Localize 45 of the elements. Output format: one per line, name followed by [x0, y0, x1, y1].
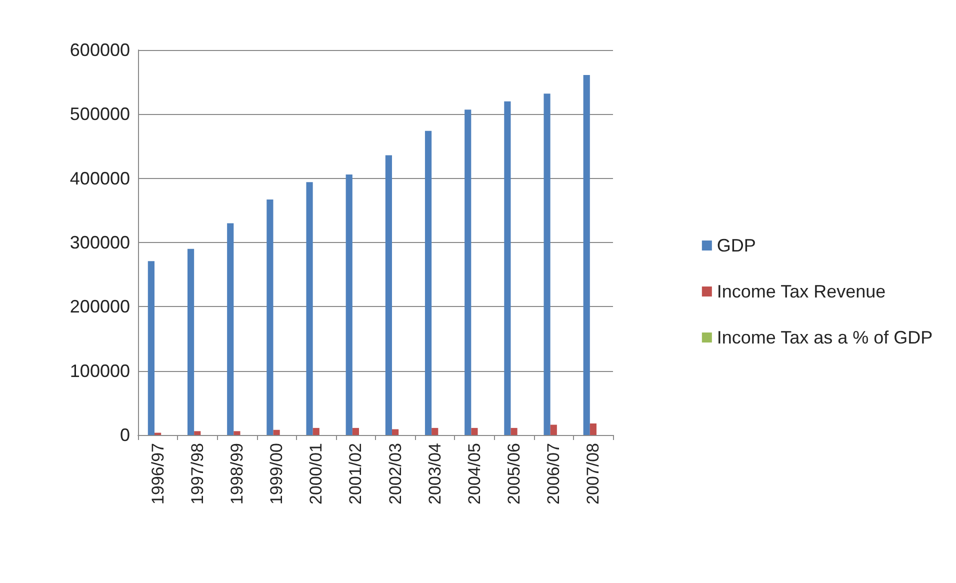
x-tick-label: 2001/02 — [346, 443, 366, 504]
bar — [234, 431, 240, 435]
bar — [306, 182, 313, 435]
x-tick-label: 2007/08 — [584, 443, 603, 504]
bar — [194, 431, 201, 435]
y-tick-label: 500000 — [70, 104, 130, 124]
bar — [432, 428, 438, 435]
bar — [266, 200, 274, 435]
bar — [312, 428, 320, 435]
bar — [148, 261, 154, 435]
x-tick-label: 2003/04 — [425, 443, 444, 504]
x-tick-label: 2005/06 — [504, 443, 524, 504]
x-tick-label: 1997/98 — [188, 443, 207, 504]
x-tick-label: 2000/01 — [306, 443, 326, 504]
legend-label: Income Tax as a % of GDP — [716, 328, 933, 348]
x-tick-label: 1998/99 — [227, 443, 246, 504]
bar — [424, 130, 432, 435]
x-tick-label: 1996/97 — [148, 443, 168, 504]
bar — [510, 428, 518, 435]
bar — [464, 110, 472, 435]
bar — [504, 101, 511, 435]
bar — [392, 429, 399, 435]
legend-label: Income Tax Revenue — [716, 282, 886, 302]
bar — [187, 248, 194, 435]
x-tick-label: 2002/03 — [386, 443, 405, 504]
legend-label: GDP — [716, 236, 756, 256]
bar — [346, 174, 352, 435]
bar — [550, 424, 557, 435]
bar — [273, 430, 280, 435]
y-tick-label: 400000 — [70, 168, 130, 188]
y-tick-label: 100000 — [70, 360, 130, 381]
x-tick-label: 2006/07 — [544, 443, 564, 504]
y-tick-label: 0 — [120, 425, 130, 445]
bar — [227, 223, 234, 435]
x-tick-label: 1999/00 — [267, 443, 286, 504]
bar — [385, 155, 392, 435]
x-tick-label: 2004/05 — [464, 443, 484, 504]
y-tick-label: 600000 — [70, 40, 130, 60]
bar — [544, 94, 550, 435]
bar — [352, 428, 360, 435]
bar — [583, 75, 590, 435]
bar — [471, 428, 478, 435]
bar — [590, 423, 597, 435]
y-tick-label: 300000 — [70, 232, 130, 252]
y-tick-label: 200000 — [70, 296, 130, 317]
